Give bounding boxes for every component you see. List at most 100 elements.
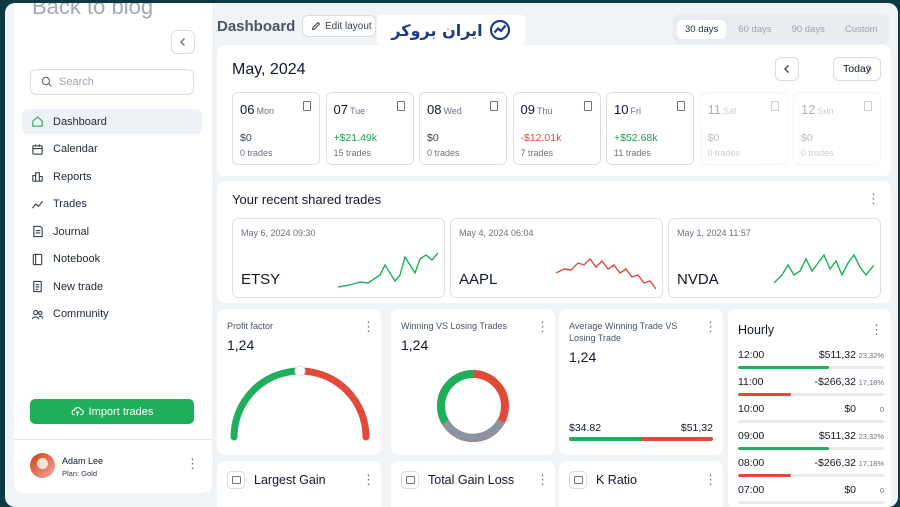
back-to-blog-link[interactable]: Back to blog xyxy=(32,3,154,19)
mini-card-title: Largest Gain xyxy=(254,473,326,487)
day-trades: 15 trades xyxy=(333,148,372,158)
calendar-day[interactable]: 06 Mon $0 0 trades xyxy=(232,92,320,165)
note-icon[interactable] xyxy=(396,101,405,111)
win-loss-card: Winning VS Losing Trades ⋮ 1,24 xyxy=(391,309,555,455)
user-menu-icon[interactable]: ⋮ xyxy=(186,456,199,471)
more-options-icon[interactable]: ⋮ xyxy=(362,472,375,487)
collapse-sidebar-button[interactable] xyxy=(171,30,195,54)
hourly-title: Hourly xyxy=(738,323,775,337)
stat-title: Profit factor xyxy=(227,321,274,331)
edit-layout-button[interactable]: Edit layout xyxy=(302,15,376,37)
more-options-icon[interactable]: ⋮ xyxy=(362,319,375,334)
calendar-card: May, 2024 Today 06 Mon $0 0 trades 07 Tue +$21… xyxy=(217,45,891,176)
import-trades-button[interactable]: Import trades xyxy=(30,399,194,424)
note-icon[interactable] xyxy=(490,101,498,111)
hour-percent: 23,32% xyxy=(858,432,884,441)
prev-week-button[interactable] xyxy=(775,57,799,81)
day-number: 11 xyxy=(707,102,722,117)
trade-date: May 4, 2024 06:04 xyxy=(459,228,534,238)
calendar-day[interactable]: 09 Thu -$12.01k 7 trades xyxy=(512,92,601,165)
day-pnl: $0 xyxy=(427,132,439,144)
new-trade-icon xyxy=(33,280,42,293)
sparkline-line xyxy=(338,252,438,288)
hour-value: $511,32 xyxy=(818,430,856,442)
shared-trade-tile[interactable]: May 6, 2024 09:30 ETSY xyxy=(232,218,445,298)
sidebar-item-dashboard[interactable]: Dashboard xyxy=(22,109,202,134)
hourly-row: 12:00 $511,32 23,32% xyxy=(738,349,884,375)
day-number: 10 xyxy=(614,102,629,117)
donut-neutral-segment xyxy=(441,418,505,442)
calendar-day[interactable]: 10 Fri +$52.68k 11 trades xyxy=(606,92,694,165)
stat-value: 1,24 xyxy=(401,337,429,353)
hour-time: 09:00 xyxy=(738,430,765,442)
chevron-right-icon xyxy=(867,65,872,73)
note-icon[interactable] xyxy=(583,101,592,111)
profit-factor-card: Profit factor ⋮ 1,24 xyxy=(217,309,381,455)
sidebar-item-label: Dashboard xyxy=(53,115,107,128)
divider xyxy=(14,439,212,440)
user-name: Adam Lee xyxy=(62,456,104,466)
hour-bar-track xyxy=(738,366,884,369)
sidebar-item-community[interactable]: Community xyxy=(22,302,202,327)
more-options-icon[interactable]: ⋮ xyxy=(536,319,549,334)
tab-30-days[interactable]: 30 days xyxy=(677,19,727,39)
sidebar-item-notebook[interactable]: Notebook xyxy=(22,247,202,272)
calendar-icon xyxy=(32,143,43,155)
hour-time: 08:00 xyxy=(738,457,765,469)
hour-bar-fill xyxy=(738,447,829,450)
hour-time: 12:00 xyxy=(738,349,765,361)
more-options-icon[interactable]: ⋮ xyxy=(536,472,549,487)
sidebar-item-journal[interactable]: Journal xyxy=(22,219,202,244)
shared-trade-tile[interactable]: May 1, 2024 11:57 NVDA xyxy=(668,218,881,298)
tab-60-days[interactable]: 60 days xyxy=(738,23,772,35)
sidebar-item-reports[interactable]: Reports xyxy=(22,164,202,189)
more-options-icon[interactable]: ⋮ xyxy=(704,472,717,487)
tab-90-days[interactable]: 90 days xyxy=(791,23,825,35)
avg-ratio-bar xyxy=(569,437,713,441)
day-trades: 11 trades xyxy=(614,148,651,158)
next-week-button[interactable] xyxy=(857,57,881,81)
day-pnl: -$12.01k xyxy=(520,132,562,144)
win-loss-donut xyxy=(437,370,509,442)
note-icon[interactable] xyxy=(303,101,311,111)
day-name: Fri xyxy=(630,106,641,116)
avg-ratio-win-fill xyxy=(569,437,641,441)
hour-value: $0 xyxy=(844,403,856,415)
hour-bar-track xyxy=(738,393,884,396)
user-plan: Plan: Gold xyxy=(62,469,98,478)
day-number: 08 xyxy=(427,102,442,117)
note-icon[interactable] xyxy=(677,101,685,111)
hourly-row: 07:00 $0 0 xyxy=(738,484,884,507)
journal-icon xyxy=(33,225,43,238)
hour-value: -$266,32 xyxy=(814,457,856,469)
sidebar-item-label: Community xyxy=(53,308,109,320)
more-options-icon[interactable]: ⋮ xyxy=(870,322,883,337)
import-trades-label: Import trades xyxy=(88,405,154,418)
calendar-day[interactable]: 11 Sat $0 0 trades xyxy=(699,92,788,165)
gauge-marker xyxy=(294,365,306,377)
more-options-icon[interactable]: ⋮ xyxy=(704,319,717,334)
hour-percent: 0 xyxy=(879,405,884,414)
hour-bar-fill xyxy=(738,366,829,369)
sidebar-item-new-trade[interactable]: New trade xyxy=(22,274,202,299)
sidebar-item-calendar[interactable]: Calendar xyxy=(22,137,202,162)
note-icon[interactable] xyxy=(770,101,779,111)
sidebar-item-trades[interactable]: Trades xyxy=(22,192,202,217)
tab-custom[interactable]: Custom xyxy=(844,23,878,35)
calendar-day[interactable]: 12 Sun $0 0 trades xyxy=(793,92,881,165)
day-pnl: +$52.68k xyxy=(614,132,658,144)
widget-icon xyxy=(227,471,245,489)
more-options-icon[interactable]: ⋮ xyxy=(867,191,880,206)
trade-symbol: ETSY xyxy=(241,271,281,288)
reports-icon xyxy=(32,172,43,182)
avatar[interactable] xyxy=(30,453,55,478)
search-input[interactable] xyxy=(59,76,189,88)
page-title: Dashboard xyxy=(217,18,296,35)
shared-trade-tile[interactable]: May 4, 2024 06:04 AAPL xyxy=(450,218,663,298)
calendar-day[interactable]: 07 Tue +$21.49k 15 trades xyxy=(325,92,414,165)
hour-value: $0 xyxy=(844,484,856,496)
day-name: Tue xyxy=(349,106,366,116)
search-box[interactable] xyxy=(30,69,194,95)
note-icon[interactable] xyxy=(864,101,872,111)
calendar-day[interactable]: 08 Wed $0 0 trades xyxy=(419,92,507,165)
